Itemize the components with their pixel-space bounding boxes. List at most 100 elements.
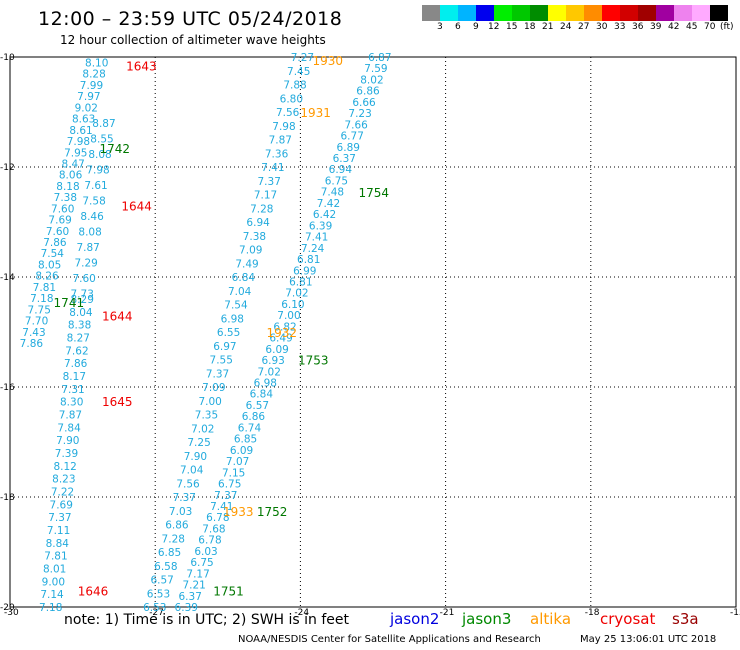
wave-height-value: 7.39 <box>55 448 78 460</box>
wave-height-value: 8.17 <box>63 371 86 383</box>
wave-height-value: 7.36 <box>265 148 289 160</box>
wave-height-value: 9.00 <box>42 576 65 588</box>
wave-height-value: 7.60 <box>46 226 69 238</box>
wave-height-value: 6.86 <box>165 520 189 532</box>
wave-height-value: 6.75 <box>325 175 348 187</box>
wave-height-value: 7.21 <box>182 580 205 592</box>
y-tick-label: -20 <box>0 603 15 613</box>
wave-height-value: 6.81 <box>297 254 320 266</box>
wave-height-value: 8.26 <box>35 271 59 283</box>
wave-height-value: 7.88 <box>283 80 306 92</box>
color-legend-labels: 3 6 9 12 15 18 21 24 27 30 33 36 39 42 45 70 (ft) <box>422 22 740 36</box>
wave-height-value: 7.49 <box>235 258 258 270</box>
wave-height-value: 6.58 <box>154 561 177 573</box>
wave-height-value: 7.15 <box>222 467 245 479</box>
legend-swatch <box>638 5 656 21</box>
x-tick-label: -30 <box>4 608 19 618</box>
wave-height-value: 8.01 <box>43 564 66 576</box>
pass-time-label: 1645 <box>102 395 133 409</box>
wave-height-value: 7.37 <box>206 368 229 380</box>
altimeter-track: 8.108.287.997.979.028.638.617.987.958.47… <box>20 58 109 351</box>
legend-label: 70 <box>704 22 716 32</box>
wave-height-value: 7.38 <box>54 192 77 204</box>
wave-height-value: 7.60 <box>72 273 95 285</box>
legend-swatch <box>512 5 530 21</box>
y-tick-label: -18 <box>0 493 15 503</box>
wave-height-value: 7.99 <box>80 80 103 92</box>
wave-height-value: 7.62 <box>65 345 88 357</box>
wave-height-value: 7.37 <box>214 490 237 502</box>
wave-height-value: 6.85 <box>234 434 257 446</box>
legend-label: 12 <box>488 22 500 32</box>
wave-height-value: 7.56 <box>176 478 200 490</box>
wave-height-value: 6.94 <box>246 217 270 229</box>
wave-height-value: 7.87 <box>59 410 82 422</box>
x-tick-label: -18 <box>585 608 600 618</box>
y-tick-label: -16 <box>0 383 15 393</box>
wave-height-value: 7.87 <box>76 242 99 254</box>
pass-time-label: 1643 <box>126 59 157 73</box>
wave-height-value: 6.10 <box>281 299 304 311</box>
wave-height-value: 7.75 <box>28 304 51 316</box>
wave-height-value: 7.22 <box>51 487 74 499</box>
wave-height-value: 7.48 <box>321 187 344 199</box>
wave-height-value: 6.42 <box>313 209 336 221</box>
wave-height-value: 7.73 <box>71 289 94 301</box>
wave-height-value: 6.85 <box>158 547 181 559</box>
wave-height-value: 7.25 <box>187 437 210 449</box>
x-tick-label: -15 <box>730 608 740 618</box>
legend-swatch <box>692 5 710 21</box>
pass-time-label: 1753 <box>298 354 329 368</box>
map-subtitle: 12 hour collection of altimeter wave hei… <box>60 33 326 47</box>
legend-swatch <box>584 5 602 21</box>
wave-height-value: 6.03 <box>194 546 217 558</box>
wave-height-value: 6.66 <box>352 97 376 109</box>
wave-height-value: 7.41 <box>261 162 284 174</box>
wave-height-value: 8.84 <box>46 538 70 550</box>
wave-height-value: 6.39 <box>309 220 332 232</box>
wave-height-value: 6.93 <box>261 355 284 367</box>
satellite-cryosat: cryosat <box>600 610 656 628</box>
footer-note: note: 1) Time is in UTC; 2) SWH is in fe… <box>64 612 350 628</box>
wave-height-value: 6.49 <box>269 333 292 345</box>
wave-height-value: 6.98 <box>221 313 244 325</box>
wave-height-value: 7.37 <box>48 512 71 524</box>
wave-height-value: 6.39 <box>175 602 198 614</box>
legend-swatch <box>494 5 512 21</box>
y-tick-label: -10 <box>0 53 15 63</box>
wave-height-value: 7.00 <box>277 310 300 322</box>
wave-height-value: 8.23 <box>52 474 75 486</box>
pass-time-label: 1754 <box>358 186 389 200</box>
wave-height-value: 7.54 <box>41 248 65 260</box>
altimeter-track: 6.877.598.026.866.667.237.666.776.896.37… <box>175 52 392 614</box>
wave-height-value: 6.98 <box>254 378 277 390</box>
wave-height-value: 7.24 <box>301 243 325 255</box>
pass-time-label: 1644 <box>121 200 152 214</box>
pass-time-label: 1644 <box>102 310 133 324</box>
wave-height-value: 8.12 <box>53 461 76 473</box>
wave-height-value: 8.30 <box>60 397 83 409</box>
legend-swatch <box>566 5 584 21</box>
pass-time-label: 1751 <box>213 585 244 599</box>
wave-height-value: 7.04 <box>180 465 204 477</box>
wave-height-value: 8.18 <box>56 181 79 193</box>
altimeter-track: 7.277.457.886.807.567.987.877.367.417.37… <box>143 52 314 614</box>
wave-height-value: 6.37 <box>333 153 356 165</box>
wave-height-value: 7.04 <box>228 286 252 298</box>
wave-height-value: 7.42 <box>317 198 340 210</box>
wave-height-value: 8.05 <box>38 259 61 271</box>
wave-height-value: 7.81 <box>44 551 67 563</box>
credit-line: NOAA/NESDIS Center for Satellite Applica… <box>238 634 541 645</box>
wave-height-value: 6.78 <box>206 512 229 524</box>
wave-height-value: 8.63 <box>72 114 95 126</box>
legend-swatch <box>530 5 548 21</box>
wave-height-value: 7.28 <box>250 203 273 215</box>
x-tick-label: -27 <box>149 608 164 618</box>
legend-swatch <box>710 5 728 21</box>
legend-label: 30 <box>596 22 608 32</box>
pass-time-label: 1741 <box>54 296 85 310</box>
wave-height-value: 7.28 <box>162 533 185 545</box>
wave-height-value: 7.41 <box>210 501 233 513</box>
altimeter-tracks: 8.108.287.997.979.028.638.617.987.958.47… <box>20 52 392 614</box>
legend-label: 9 <box>473 22 479 32</box>
